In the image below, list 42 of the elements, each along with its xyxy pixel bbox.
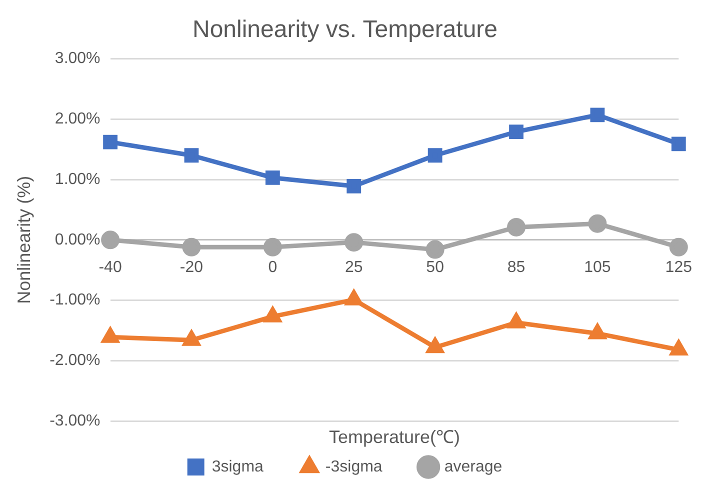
point bbox=[588, 214, 607, 233]
point bbox=[507, 218, 526, 236]
legend-label: 3sigma bbox=[212, 458, 264, 476]
y-tick-label: 0.00% bbox=[54, 231, 100, 248]
legend-label: -3sigma bbox=[325, 458, 382, 476]
x-axis-title: Temperature(℃) bbox=[328, 426, 460, 447]
y-tick-label: 3.00% bbox=[54, 50, 100, 68]
point bbox=[346, 290, 362, 306]
point bbox=[264, 307, 281, 322]
point bbox=[103, 134, 118, 150]
point bbox=[669, 238, 688, 256]
point bbox=[508, 313, 525, 328]
x-tick-label: 125 bbox=[665, 258, 692, 276]
point bbox=[509, 124, 524, 140]
point bbox=[101, 230, 120, 250]
chart-title: Nonlinearity vs. Temperature bbox=[192, 16, 498, 44]
y-tick-label: 1.00% bbox=[54, 170, 100, 188]
point bbox=[102, 328, 119, 343]
point bbox=[671, 136, 686, 152]
point bbox=[182, 238, 201, 256]
point bbox=[265, 170, 280, 185]
point bbox=[428, 148, 442, 163]
point bbox=[426, 240, 444, 259]
x-tick-label: 50 bbox=[426, 258, 444, 276]
point bbox=[346, 178, 362, 194]
point bbox=[183, 330, 200, 346]
x-tick-label: 85 bbox=[507, 258, 526, 276]
point bbox=[263, 238, 282, 256]
point bbox=[590, 108, 605, 122]
x-tick-label: 25 bbox=[344, 258, 363, 276]
x-tick-label: 0 bbox=[268, 258, 278, 276]
x-tick-label: -40 bbox=[98, 258, 122, 276]
x-tick-label: -20 bbox=[180, 258, 204, 276]
y-axis-title: Nonlinearity (%) bbox=[14, 176, 34, 304]
y-tick-label: 2.00% bbox=[54, 110, 100, 128]
x-tick-label: 105 bbox=[584, 258, 611, 276]
legend-label: average bbox=[444, 458, 502, 476]
point bbox=[344, 233, 364, 252]
y-tick-label: -3.00% bbox=[50, 412, 100, 430]
point bbox=[184, 148, 199, 163]
y-tick-label: -1.00% bbox=[50, 292, 100, 309]
y-tick-label: -2.00% bbox=[50, 352, 100, 370]
